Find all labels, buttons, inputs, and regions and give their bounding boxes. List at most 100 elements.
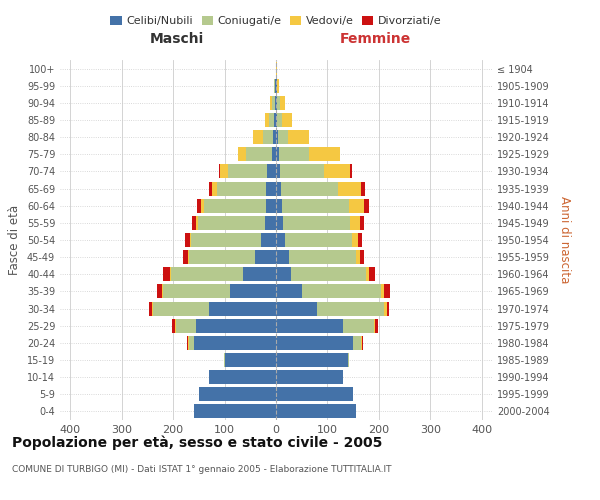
Bar xyxy=(185,233,190,247)
Bar xyxy=(209,302,276,316)
Bar xyxy=(202,198,204,212)
Bar xyxy=(386,302,389,316)
Bar xyxy=(276,268,292,281)
Bar xyxy=(176,318,196,332)
Bar xyxy=(194,404,276,418)
Bar xyxy=(194,336,276,350)
Bar xyxy=(170,268,242,281)
Bar xyxy=(191,233,260,247)
Bar xyxy=(277,96,280,110)
Bar xyxy=(157,284,162,298)
Bar xyxy=(266,198,276,212)
Bar xyxy=(276,130,278,144)
Bar xyxy=(343,318,374,332)
Bar xyxy=(209,370,276,384)
Bar xyxy=(192,216,196,230)
Bar xyxy=(276,233,285,247)
Bar xyxy=(361,336,362,350)
Text: Popolazione per età, sesso e stato civile - 2005: Popolazione per età, sesso e stato civil… xyxy=(12,435,382,450)
Bar xyxy=(266,182,276,196)
Bar xyxy=(271,96,272,110)
Bar xyxy=(263,130,274,144)
Bar xyxy=(384,302,386,316)
Bar xyxy=(278,148,310,162)
Bar xyxy=(317,302,384,316)
Bar xyxy=(199,388,276,402)
Bar xyxy=(276,388,353,402)
Bar xyxy=(276,318,343,332)
Bar xyxy=(197,198,202,212)
Bar xyxy=(267,164,276,178)
Bar xyxy=(275,96,276,110)
Y-axis label: Fasce di età: Fasce di età xyxy=(8,205,21,275)
Bar xyxy=(276,148,278,162)
Bar xyxy=(366,268,368,281)
Bar xyxy=(282,198,349,212)
Bar xyxy=(384,284,390,298)
Bar xyxy=(162,284,163,298)
Bar xyxy=(276,353,348,367)
Bar xyxy=(188,336,194,350)
Bar xyxy=(276,216,283,230)
Bar xyxy=(276,96,277,110)
Bar xyxy=(278,130,289,144)
Bar xyxy=(374,318,375,332)
Bar xyxy=(276,404,356,418)
Bar xyxy=(228,164,267,178)
Bar xyxy=(361,182,365,196)
Bar xyxy=(265,216,276,230)
Bar xyxy=(276,284,302,298)
Bar xyxy=(277,78,278,92)
Bar xyxy=(276,164,280,178)
Bar xyxy=(276,182,281,196)
Bar xyxy=(375,318,378,332)
Bar xyxy=(353,336,361,350)
Bar xyxy=(246,148,272,162)
Bar xyxy=(285,233,352,247)
Bar xyxy=(212,182,217,196)
Bar xyxy=(217,182,266,196)
Bar xyxy=(360,250,364,264)
Bar xyxy=(260,233,276,247)
Bar xyxy=(175,318,176,332)
Bar xyxy=(382,284,384,298)
Bar xyxy=(364,198,368,212)
Bar xyxy=(356,250,360,264)
Bar xyxy=(350,216,361,230)
Bar xyxy=(362,336,363,350)
Bar xyxy=(276,198,282,212)
Bar xyxy=(310,148,340,162)
Bar xyxy=(272,96,275,110)
Bar xyxy=(220,164,228,178)
Bar xyxy=(163,284,230,298)
Bar xyxy=(276,336,353,350)
Bar xyxy=(256,250,276,264)
Bar xyxy=(274,113,276,127)
Bar xyxy=(204,198,266,212)
Bar xyxy=(224,353,276,367)
Text: Maschi: Maschi xyxy=(149,32,204,46)
Bar xyxy=(289,250,356,264)
Bar xyxy=(276,370,343,384)
Bar xyxy=(277,113,282,127)
Bar xyxy=(198,216,265,230)
Bar xyxy=(242,268,276,281)
Bar xyxy=(276,250,289,264)
Bar xyxy=(324,164,350,178)
Bar xyxy=(283,216,350,230)
Bar xyxy=(276,113,277,127)
Bar xyxy=(338,182,361,196)
Bar xyxy=(276,302,317,316)
Bar xyxy=(172,318,175,332)
Bar xyxy=(350,164,352,178)
Bar xyxy=(280,96,285,110)
Bar xyxy=(349,198,364,212)
Bar xyxy=(361,216,364,230)
Bar xyxy=(187,336,188,350)
Bar xyxy=(282,113,292,127)
Bar xyxy=(272,148,276,162)
Bar xyxy=(253,130,263,144)
Bar xyxy=(209,182,212,196)
Y-axis label: Anni di nascita: Anni di nascita xyxy=(558,196,571,284)
Bar xyxy=(368,268,375,281)
